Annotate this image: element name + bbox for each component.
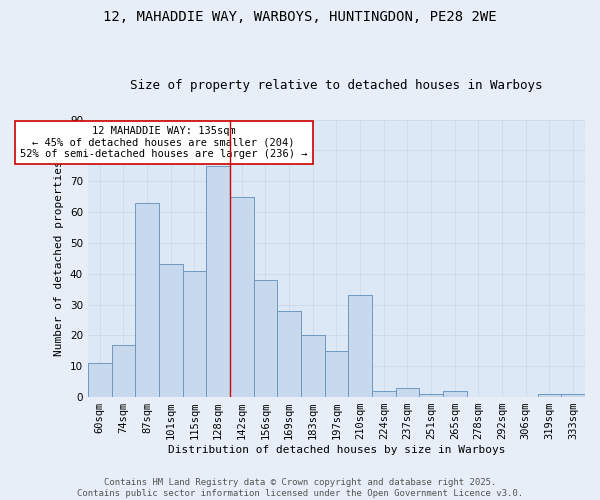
Bar xyxy=(206,166,230,397)
Bar xyxy=(88,363,112,397)
Bar xyxy=(419,394,443,397)
Bar xyxy=(325,351,348,397)
Bar xyxy=(230,196,254,397)
Bar xyxy=(254,280,277,397)
Bar xyxy=(301,336,325,397)
Title: Size of property relative to detached houses in Warboys: Size of property relative to detached ho… xyxy=(130,79,542,92)
Text: Contains HM Land Registry data © Crown copyright and database right 2025.
Contai: Contains HM Land Registry data © Crown c… xyxy=(77,478,523,498)
Bar xyxy=(277,310,301,397)
Y-axis label: Number of detached properties: Number of detached properties xyxy=(55,160,64,356)
Text: 12, MAHADDIE WAY, WARBOYS, HUNTINGDON, PE28 2WE: 12, MAHADDIE WAY, WARBOYS, HUNTINGDON, P… xyxy=(103,10,497,24)
Bar xyxy=(348,296,372,397)
Bar xyxy=(395,388,419,397)
Bar xyxy=(538,394,562,397)
Bar xyxy=(562,394,585,397)
Bar xyxy=(159,264,182,397)
Bar xyxy=(112,344,135,397)
Bar xyxy=(372,391,395,397)
X-axis label: Distribution of detached houses by size in Warboys: Distribution of detached houses by size … xyxy=(167,445,505,455)
Bar xyxy=(182,270,206,397)
Text: 12 MAHADDIE WAY: 135sqm
← 45% of detached houses are smaller (204)
52% of semi-d: 12 MAHADDIE WAY: 135sqm ← 45% of detache… xyxy=(20,126,307,159)
Bar xyxy=(443,391,467,397)
Bar xyxy=(135,203,159,397)
